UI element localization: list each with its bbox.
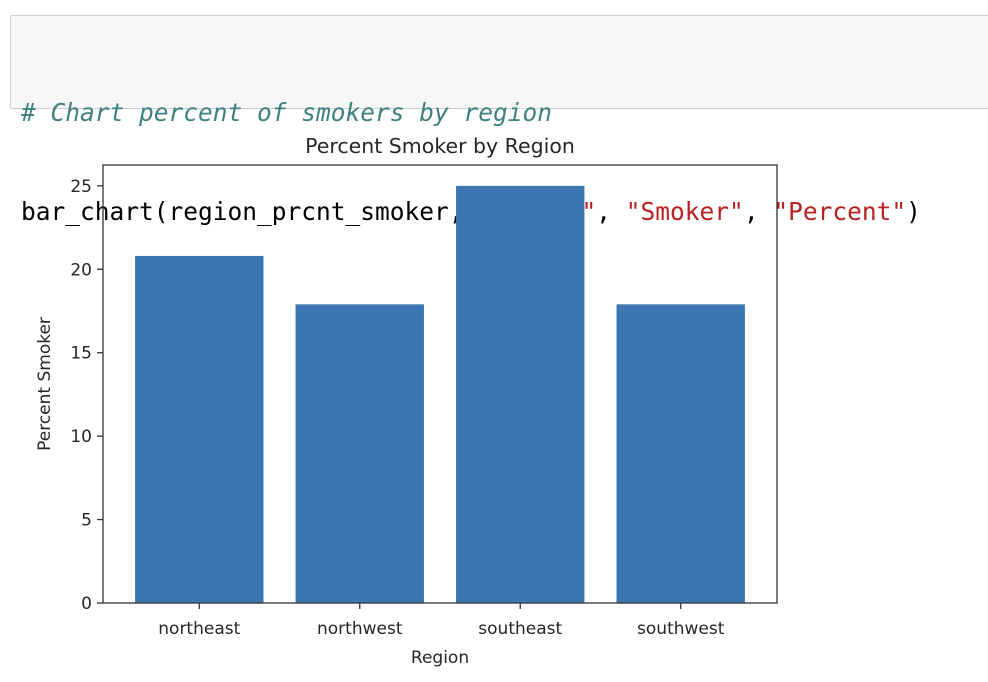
chart-title: Percent Smoker by Region <box>305 134 575 158</box>
y-tick-label: 15 <box>70 344 92 364</box>
bar-southwest <box>616 304 745 603</box>
bar-chart: 0 5 10 15 20 25 northeast northwest southeast sou… <box>35 134 778 668</box>
bar-southeast <box>456 185 585 603</box>
x-tick-label: northeast <box>158 619 240 639</box>
code-token: ) <box>906 197 921 226</box>
code-token: , <box>596 197 626 226</box>
bar-northwest <box>295 304 424 603</box>
x-tick-label: southeast <box>478 619 562 639</box>
code-string-token: "Smoker" <box>625 197 744 226</box>
y-tick-label: 5 <box>81 511 92 531</box>
y-tick-label: 20 <box>70 260 92 280</box>
x-axis-label: Region <box>411 648 469 668</box>
plot-frame <box>102 164 778 604</box>
code-token: bar_chart(region_prcnt_smoker, <box>21 197 479 226</box>
code-string-token: "Percent" <box>773 197 907 226</box>
y-tick-label: 10 <box>70 427 92 447</box>
y-axis-label: Percent Smoker <box>35 317 55 451</box>
x-tick-label: northwest <box>317 619 403 639</box>
y-tick-label: 25 <box>70 177 92 197</box>
code-cell[interactable]: # Chart percent of smokers by region bar… <box>10 15 988 226</box>
y-tick-label: 0 <box>81 594 92 614</box>
code-comment: # Chart percent of smokers by region <box>21 98 553 127</box>
code-token: , <box>743 197 774 226</box>
x-tick-label: southwest <box>637 619 725 639</box>
bar-northeast <box>135 255 264 604</box>
